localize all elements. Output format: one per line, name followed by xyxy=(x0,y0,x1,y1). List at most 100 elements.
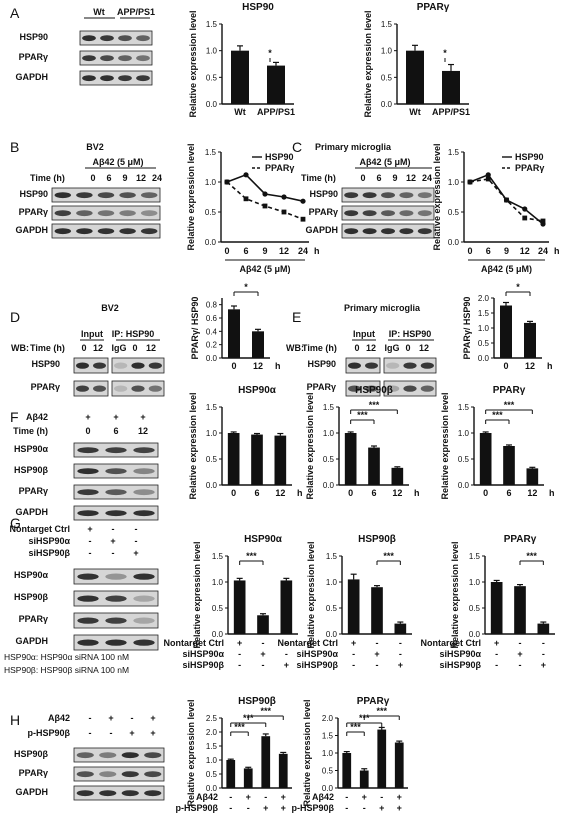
blot-band xyxy=(105,639,127,646)
data-point xyxy=(467,179,473,185)
pm-sign: - xyxy=(380,792,383,802)
data-point xyxy=(522,206,528,212)
legend-label: HSP90 xyxy=(515,152,544,162)
blot-strip xyxy=(73,747,165,763)
blot-band xyxy=(77,617,99,624)
blot-band xyxy=(121,752,139,759)
y-tick-label: 1.0 xyxy=(206,756,218,765)
x-tick-label: 6 xyxy=(486,246,491,256)
blot-band xyxy=(76,752,94,759)
y-tick-label: 1.5 xyxy=(326,552,338,561)
blot-band xyxy=(114,362,128,369)
blot-band xyxy=(365,385,378,392)
blot-band xyxy=(136,35,150,42)
pm-sign: - xyxy=(399,638,402,648)
blot-band xyxy=(97,192,115,199)
pm-sign: + xyxy=(150,713,155,723)
condition-label: siHSP90β xyxy=(182,660,224,670)
y-tick-label: 1.0 xyxy=(205,178,217,187)
y-axis-label: PPARγ/ HSP90 xyxy=(190,297,200,360)
bar xyxy=(231,50,249,104)
blot-band xyxy=(76,228,93,235)
y-tick-label: 1.5 xyxy=(212,552,224,561)
blot-band xyxy=(121,771,139,778)
blot-row-label: GAPDH xyxy=(305,225,338,235)
bar xyxy=(526,468,539,485)
pm-sign: + xyxy=(351,638,356,648)
pm-sign: + xyxy=(374,649,379,659)
bar xyxy=(226,760,236,788)
blot-band xyxy=(77,468,99,475)
bar xyxy=(280,580,293,634)
blot-band xyxy=(118,55,132,62)
cell-type-label: Primary microglia xyxy=(315,142,392,152)
bar xyxy=(537,623,550,634)
blot-group-label: APP/PS1 xyxy=(117,7,155,17)
pm-sign: - xyxy=(135,524,138,534)
blot-band xyxy=(133,617,155,624)
blot-band xyxy=(133,595,155,602)
x-tick-label: APP/PS1 xyxy=(257,107,295,117)
blot-band xyxy=(403,362,417,369)
blot-band xyxy=(148,362,162,369)
y-tick-label: 1.5 xyxy=(206,403,218,412)
data-point xyxy=(485,172,491,178)
plus-sign: + xyxy=(113,412,118,422)
y-tick-label: 0.5 xyxy=(458,455,470,464)
pm-sign: - xyxy=(264,792,267,802)
blot-band xyxy=(93,362,106,369)
pm-sign: + xyxy=(260,649,265,659)
y-tick-label: 1.0 xyxy=(381,47,393,56)
treatment-label: Aβ42 xyxy=(26,412,48,422)
data-point xyxy=(281,209,287,215)
cell-type-label: BV2 xyxy=(86,142,104,152)
blot-band xyxy=(140,228,158,235)
wb-label: WB: xyxy=(286,343,304,353)
blot-row-label: HSP90 xyxy=(307,359,336,369)
blot-row-label: PPARγ xyxy=(19,486,48,496)
blot-band xyxy=(386,385,400,392)
blot-band xyxy=(417,192,432,199)
significance-star: *** xyxy=(234,722,245,732)
y-tick-label: 1.5 xyxy=(205,148,217,157)
pm-sign: - xyxy=(542,638,545,648)
bar xyxy=(490,582,503,634)
blot-row-label: GAPDH xyxy=(15,507,48,517)
time-label: 24 xyxy=(422,173,432,183)
pm-sign: - xyxy=(285,649,288,659)
blot-band xyxy=(77,447,99,454)
chart-title: PPARγ xyxy=(493,385,526,396)
pm-sign: - xyxy=(229,792,232,802)
y-tick-label: 2.0 xyxy=(322,714,334,723)
blot-band xyxy=(100,35,114,42)
y-tick-label: 0.0 xyxy=(326,630,338,639)
x-unit-label: h xyxy=(549,488,555,498)
bar xyxy=(391,467,404,485)
blot-strip xyxy=(73,357,109,374)
blot-band xyxy=(82,75,96,82)
y-tick-label: 0.2 xyxy=(206,341,218,350)
chart-title: HSP90 xyxy=(242,2,274,13)
bar xyxy=(377,729,387,788)
blot-row-label: HSP90β xyxy=(14,465,49,475)
y-tick-label: 0.5 xyxy=(205,208,217,217)
time-axis-label: Time (h) xyxy=(30,343,65,353)
x-tick-label: Wt xyxy=(409,107,421,117)
data-point xyxy=(262,191,268,197)
condition-label: Nontarget Ctrl xyxy=(278,638,339,648)
blot-band xyxy=(420,385,434,392)
blot-band xyxy=(76,210,93,217)
significance-star: *** xyxy=(350,722,361,732)
lane-label: 12 xyxy=(146,343,156,353)
pm-sign: - xyxy=(247,803,250,813)
bar xyxy=(514,586,526,634)
blot-band xyxy=(77,639,99,646)
y-tick-label: 1.0 xyxy=(323,429,335,438)
x-axis-label: Aβ42 (5 μM) xyxy=(481,264,532,274)
y-tick-label: 2.0 xyxy=(206,728,218,737)
blot-band xyxy=(144,790,162,797)
series-line xyxy=(226,173,304,202)
blot-band xyxy=(118,35,132,42)
blot-band xyxy=(344,192,359,199)
pm-sign: - xyxy=(352,660,355,670)
